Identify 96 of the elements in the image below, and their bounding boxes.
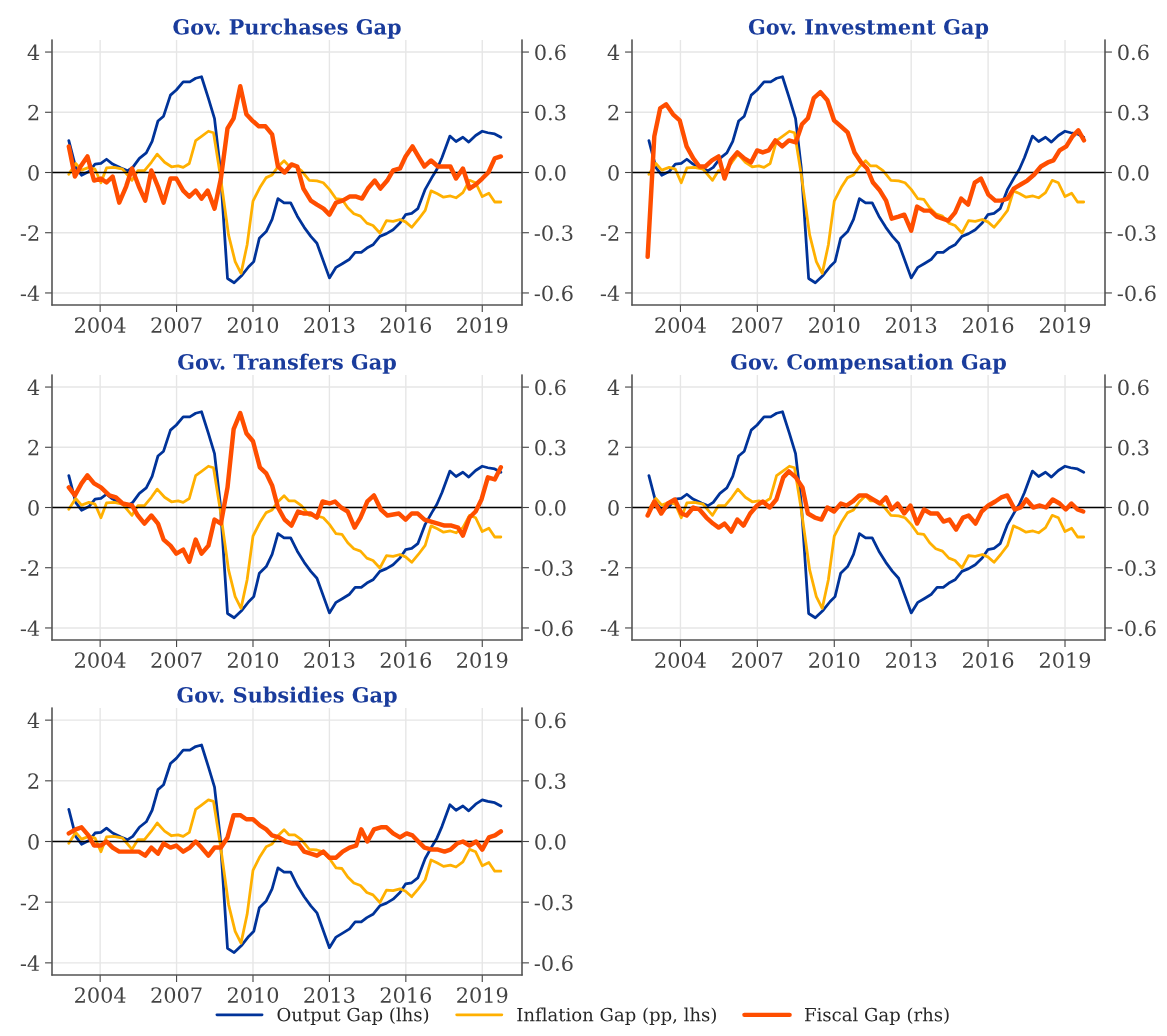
x-tick-label: 2019 bbox=[457, 652, 508, 668]
x-tick-label: 2004 bbox=[655, 317, 706, 333]
y-tick-label: 2 bbox=[28, 773, 39, 789]
x-tick-label: 2013 bbox=[304, 987, 355, 1003]
y2-tick-label: -0.6 bbox=[534, 620, 573, 637]
x-tick-label: 2019 bbox=[1039, 652, 1091, 668]
line-series bbox=[67, 464, 503, 610]
x-tick-label: 2019 bbox=[457, 317, 508, 333]
y-tick-label: -4 bbox=[20, 620, 40, 636]
chart-title: Gov. Subsidies Gap bbox=[177, 686, 397, 707]
y2-tick-label: 0.3 bbox=[1118, 439, 1149, 456]
x-tick-label: 2004 bbox=[655, 652, 706, 668]
y-tick-label: 4 bbox=[607, 379, 620, 395]
y-tick-label: 2 bbox=[608, 439, 619, 456]
y-tick-label: 0 bbox=[28, 833, 39, 850]
y2-tick-label: 0.0 bbox=[1118, 164, 1149, 181]
x-tick-label: 2016 bbox=[380, 987, 432, 1003]
line-series bbox=[67, 743, 503, 954]
legend-label: Inflation Gap (pp, lhs) bbox=[517, 1007, 716, 1025]
chart-title: Gov. Transfers Gap bbox=[178, 353, 396, 374]
x-tick-label: 2019 bbox=[457, 987, 508, 1003]
chart-title: Gov. Purchases Gap bbox=[173, 18, 401, 39]
y-tick-label: 4 bbox=[607, 44, 620, 60]
x-tick-label: 2013 bbox=[304, 652, 355, 668]
y2-tick-label: 0.0 bbox=[535, 833, 566, 850]
legend-label: Output Gap (lhs) bbox=[277, 1007, 429, 1025]
x-tick-label: 2007 bbox=[151, 317, 202, 333]
y2-tick-label: 0.6 bbox=[535, 44, 566, 61]
y-tick-label: -2 bbox=[600, 560, 619, 576]
y2-tick-label: 0.0 bbox=[1118, 499, 1149, 516]
line-series bbox=[66, 410, 504, 564]
line-series bbox=[645, 89, 1087, 260]
line-series bbox=[66, 812, 504, 860]
x-tick-label: 2013 bbox=[886, 317, 937, 333]
y2-tick-label: 0.3 bbox=[535, 773, 566, 790]
y2-tick-label: 0.6 bbox=[1118, 44, 1149, 61]
x-tick-label: 2010 bbox=[809, 317, 860, 333]
y-tick-label: 0 bbox=[608, 499, 619, 516]
y2-tick-label: -0.6 bbox=[1117, 285, 1156, 302]
y-tick-label: 2 bbox=[608, 104, 619, 121]
y-tick-label: 0 bbox=[28, 164, 39, 181]
y-tick-label: -2 bbox=[600, 225, 619, 241]
x-tick-label: 2013 bbox=[886, 652, 937, 668]
x-tick-label: 2007 bbox=[732, 317, 783, 333]
chart-title: Gov. Investment Gap bbox=[748, 18, 989, 39]
y-tick-label: 4 bbox=[27, 379, 40, 395]
y2-tick-label: -0.6 bbox=[1117, 620, 1156, 637]
y-tick-label: -4 bbox=[600, 620, 620, 636]
x-tick-label: 2013 bbox=[304, 317, 355, 333]
y2-tick-label: -0.3 bbox=[534, 560, 573, 576]
y-tick-label: 2 bbox=[28, 104, 39, 121]
y2-tick-label: 0.0 bbox=[535, 499, 566, 516]
x-tick-label: 2004 bbox=[75, 987, 126, 1003]
y2-tick-label: -0.3 bbox=[1117, 225, 1156, 241]
x-tick-label: 2007 bbox=[732, 652, 783, 668]
y2-tick-label: -0.3 bbox=[534, 225, 573, 241]
x-tick-label: 2016 bbox=[963, 652, 1014, 668]
chart-title: Gov. Compensation Gap bbox=[731, 353, 1006, 374]
y2-tick-label: 0.0 bbox=[535, 164, 566, 181]
x-tick-label: 2010 bbox=[809, 652, 860, 668]
line-series bbox=[67, 798, 503, 945]
x-tick-label: 2010 bbox=[227, 652, 279, 668]
x-tick-label: 2007 bbox=[151, 987, 202, 1003]
y2-tick-label: 0.3 bbox=[1118, 104, 1149, 121]
y2-tick-label: -0.3 bbox=[534, 894, 573, 911]
y2-tick-label: -0.3 bbox=[1117, 560, 1156, 576]
y2-tick-label: 0.6 bbox=[1118, 379, 1149, 396]
y-tick-label: -2 bbox=[20, 225, 39, 241]
y-tick-label: -4 bbox=[20, 955, 40, 971]
y2-tick-label: -0.6 bbox=[534, 285, 573, 302]
y-tick-label: 4 bbox=[27, 712, 40, 729]
line-series bbox=[66, 83, 504, 217]
y2-tick-label: 0.3 bbox=[535, 439, 566, 456]
x-tick-label: 2010 bbox=[227, 317, 279, 333]
x-tick-label: 2016 bbox=[380, 652, 432, 668]
y-tick-label: -4 bbox=[600, 285, 620, 301]
x-tick-label: 2010 bbox=[227, 987, 279, 1003]
y2-tick-label: -0.6 bbox=[534, 955, 573, 972]
y2-tick-label: 0.3 bbox=[535, 104, 566, 121]
x-tick-label: 2004 bbox=[75, 317, 126, 333]
y2-tick-label: 0.6 bbox=[535, 379, 566, 396]
y-tick-label: 4 bbox=[27, 44, 40, 60]
y-tick-label: -2 bbox=[20, 894, 39, 911]
x-tick-label: 2016 bbox=[380, 317, 432, 333]
y-tick-label: -4 bbox=[20, 285, 40, 301]
y-tick-label: 0 bbox=[608, 164, 619, 181]
y-tick-label: 2 bbox=[28, 439, 39, 456]
y-tick-label: 0 bbox=[28, 499, 39, 516]
x-tick-label: 2019 bbox=[1039, 317, 1091, 333]
line-series bbox=[645, 469, 1086, 534]
y2-tick-label: 0.6 bbox=[535, 712, 566, 729]
x-tick-label: 2004 bbox=[75, 652, 126, 668]
legend-label: Fiscal Gap (rhs) bbox=[805, 1007, 949, 1025]
x-tick-label: 2016 bbox=[963, 317, 1014, 333]
x-tick-label: 2007 bbox=[151, 652, 202, 668]
y-tick-label: -2 bbox=[20, 560, 39, 576]
